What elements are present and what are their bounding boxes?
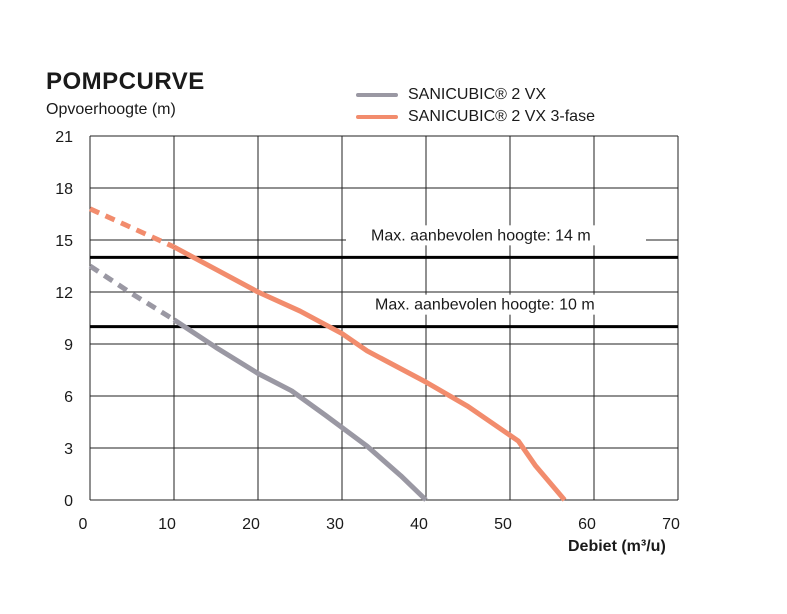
legend-item-standard: SANICUBIC® 2 VX <box>356 84 595 106</box>
x-tick-label-40: 40 <box>410 516 428 533</box>
legend-label-3-fase: SANICUBIC® 2 VX 3-fase <box>408 108 595 125</box>
y-tick-label-9: 9 <box>64 337 73 354</box>
series-1-dashed-line <box>88 206 176 250</box>
y-tick-label-6: 6 <box>64 389 73 406</box>
legend-item-3-fase: SANICUBIC® 2 VX 3-fase <box>356 106 595 128</box>
y-tick-label-15: 15 <box>55 233 73 250</box>
reference-label-10: Max. aanbevolen hoogte: 10 m <box>375 297 595 314</box>
legend-swatch-standard <box>356 93 398 97</box>
series-0-dashed-line <box>88 263 176 322</box>
legend-label-standard: SANICUBIC® 2 VX <box>408 86 547 103</box>
legend-swatch-3-fase <box>356 115 398 119</box>
x-tick-label-70: 70 <box>662 516 680 533</box>
y-tick-label-21: 21 <box>55 129 73 146</box>
x-tick-label-10: 10 <box>158 516 176 533</box>
x-tick-label-50: 50 <box>494 516 512 533</box>
x-axis-label: Debiet (m³/u) <box>568 538 666 555</box>
legend: SANICUBIC® 2 VX SANICUBIC® 2 VX 3-fase <box>356 84 595 128</box>
y-tick-label-0: 0 <box>64 493 73 510</box>
reference-label-14: Max. aanbevolen hoogte: 14 m <box>371 227 591 244</box>
x-tick-label-30: 30 <box>326 516 344 533</box>
series-1-line <box>172 244 567 502</box>
y-tick-label-18: 18 <box>55 181 73 198</box>
reference-label-bg-14 <box>346 225 646 246</box>
y-tick-label-3: 3 <box>64 441 73 458</box>
y-axis-label: Opvoerhoogte (m) <box>46 101 176 118</box>
x-tick-label-0: 0 <box>79 516 88 533</box>
series-0-line <box>172 317 428 502</box>
reference-label-bg-10 <box>350 294 650 315</box>
y-tick-label-12: 12 <box>55 285 73 302</box>
chart-title: POMPCURVE <box>46 68 205 95</box>
x-tick-label-60: 60 <box>578 516 596 533</box>
x-tick-label-20: 20 <box>242 516 260 533</box>
